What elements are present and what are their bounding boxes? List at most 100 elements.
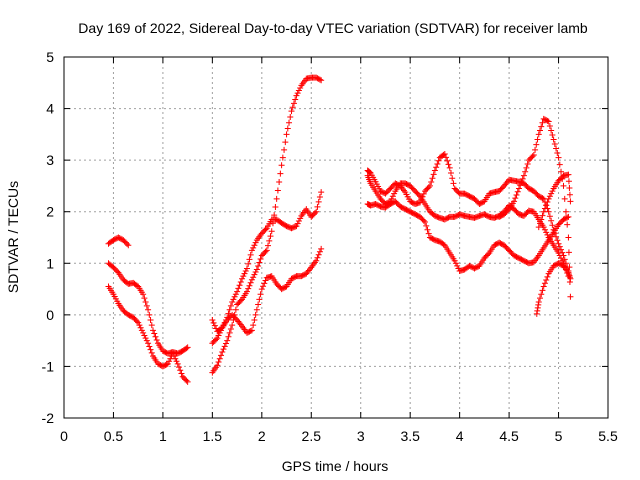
data-point	[530, 151, 537, 158]
data-point	[524, 161, 531, 168]
data-point	[551, 141, 558, 148]
data-point	[163, 361, 170, 368]
data-point	[282, 139, 289, 146]
data-point	[313, 208, 320, 215]
data-point	[292, 223, 299, 230]
data-point	[293, 92, 300, 99]
data-point	[252, 269, 259, 276]
data-point	[257, 256, 264, 263]
data-point	[289, 104, 296, 111]
data-point	[142, 298, 149, 305]
data-point	[214, 335, 221, 342]
data-point	[297, 215, 304, 222]
data-point	[148, 322, 155, 329]
x-axis-label: GPS time / hours	[282, 458, 389, 474]
data-point	[248, 276, 255, 283]
data-point	[539, 287, 546, 294]
data-point	[555, 249, 562, 256]
data-point	[274, 187, 281, 194]
data-point	[316, 248, 323, 255]
data-point	[250, 322, 257, 329]
data-point	[545, 118, 552, 125]
data-point	[546, 193, 553, 200]
data-point	[263, 247, 270, 254]
data-point	[245, 260, 252, 267]
x-tick-label: 2.5	[302, 428, 322, 444]
data-points	[105, 74, 574, 385]
data-point	[177, 367, 184, 374]
data-point	[286, 119, 293, 126]
data-point	[539, 195, 546, 202]
data-point	[227, 326, 234, 333]
data-point	[556, 252, 563, 259]
data-point	[251, 317, 258, 324]
data-point	[260, 283, 267, 290]
data-point	[315, 198, 322, 205]
data-point	[564, 214, 571, 221]
series-9	[364, 198, 572, 275]
data-point	[316, 194, 323, 201]
data-point	[237, 278, 244, 285]
data-point	[138, 327, 145, 334]
data-point	[504, 207, 511, 214]
data-point	[541, 280, 548, 287]
data-point	[147, 346, 154, 353]
data-point	[271, 212, 278, 219]
data-point	[232, 291, 239, 298]
x-tick-label: 5	[555, 428, 563, 444]
y-tick-label: 5	[46, 49, 54, 65]
data-point	[558, 246, 565, 253]
data-point	[441, 150, 448, 157]
data-point	[231, 293, 238, 300]
data-point	[428, 179, 435, 186]
data-point	[215, 359, 222, 366]
data-point	[141, 332, 148, 339]
data-point	[251, 271, 258, 278]
data-point	[150, 327, 157, 334]
data-point	[430, 171, 437, 178]
data-point	[225, 333, 232, 340]
data-point	[243, 265, 250, 272]
data-point	[140, 291, 147, 298]
series-2	[105, 260, 191, 357]
data-point	[266, 237, 273, 244]
data-point	[541, 226, 548, 233]
data-point	[549, 132, 556, 139]
data-point	[133, 318, 140, 325]
data-point	[230, 317, 237, 324]
y-axis: -2 -1 0 1 2 3 4 5	[42, 49, 608, 426]
data-point	[151, 330, 158, 337]
data-point	[250, 244, 257, 251]
data-point	[214, 362, 221, 369]
data-point	[178, 370, 185, 377]
data-point	[164, 360, 171, 367]
data-point	[283, 131, 290, 138]
x-axis: 0 0.5 1 1.5 2 2.5 3 3.5 4 4.5 5 5.5	[60, 57, 618, 444]
data-point	[269, 220, 276, 227]
data-point	[243, 288, 250, 295]
data-point	[211, 322, 218, 329]
data-point	[124, 240, 131, 247]
data-point	[366, 168, 373, 175]
series-11	[496, 115, 574, 300]
series-6	[209, 74, 325, 376]
data-point	[183, 377, 190, 384]
data-point	[172, 355, 179, 362]
data-point	[537, 295, 543, 302]
data-point	[171, 353, 178, 360]
data-point	[553, 233, 560, 240]
data-point	[169, 350, 176, 357]
data-point	[166, 358, 173, 365]
data-point	[318, 77, 325, 84]
data-point	[431, 167, 438, 174]
data-point	[565, 234, 572, 241]
x-tick-label: 2	[258, 428, 266, 444]
data-point	[435, 157, 442, 164]
y-tick-label: -2	[42, 410, 55, 426]
series-3	[105, 283, 191, 385]
data-point	[420, 217, 427, 224]
data-point	[445, 161, 452, 168]
data-point	[426, 182, 433, 189]
